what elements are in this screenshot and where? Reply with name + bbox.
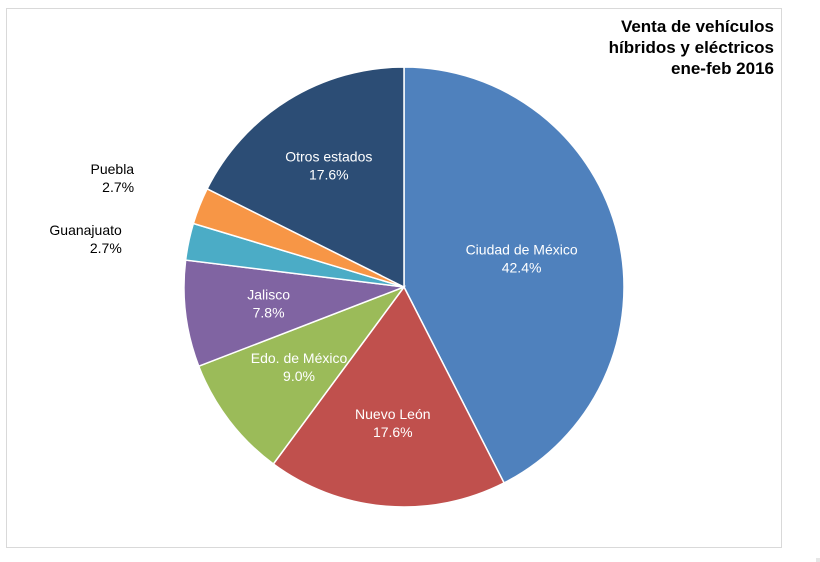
pie-slice-otros-estados [206, 66, 405, 289]
pie-slice-ciudad-de-mexico [403, 66, 625, 484]
slice-name-otros-estados: Otros estados [285, 148, 372, 164]
slice-value-nuevo-leon: 17.6% [373, 424, 413, 440]
slice-name-puebla: Puebla [91, 161, 135, 177]
data-label-puebla: Puebla 2.7% [91, 161, 135, 195]
data-label-otros-estados: Otros estados 17.6% [285, 148, 372, 182]
data-label-ciudad-de-mexico: Ciudad de México 42.4% [466, 242, 578, 276]
slice-name-ciudad-de-mexico: Ciudad de México [466, 242, 578, 258]
slice-name-guanajuato: Guanajuato [49, 222, 122, 238]
data-label-guanajuato: Guanajuato 2.7% [49, 222, 122, 256]
chart-title-line-3: ene-feb 2016 [671, 59, 774, 78]
slice-value-jalisco: 7.8% [253, 305, 285, 321]
data-label-nuevo-leon: Nuevo León 17.6% [355, 406, 431, 440]
pie-slice-jalisco [183, 259, 405, 368]
slice-value-guanajuato: 2.7% [90, 240, 122, 256]
pie-slice-nuevo-leon [272, 285, 506, 508]
chart-title: Venta de vehículos híbridos y eléctricos… [514, 16, 774, 79]
data-label-jalisco: Jalisco 7.8% [247, 287, 290, 321]
slice-value-puebla: 2.7% [102, 179, 134, 195]
chart-title-line-1: Venta de vehículos [620, 17, 774, 36]
data-label-edo-de-mexico: Edo. de México 9.0% [251, 350, 348, 384]
pie-slice-edo-de-mexico [197, 285, 407, 466]
chart-title-line-2: híbridos y eléctricos [608, 38, 774, 57]
slice-name-jalisco: Jalisco [247, 287, 290, 303]
slice-value-otros-estados: 17.6% [309, 166, 349, 182]
edge-marker [816, 558, 820, 562]
slice-name-nuevo-leon: Nuevo León [355, 406, 431, 422]
slice-name-edo-de-mexico: Edo. de México [251, 350, 348, 366]
slice-value-ciudad-de-mexico: 42.4% [502, 260, 542, 276]
slice-value-edo-de-mexico: 9.0% [283, 368, 315, 384]
